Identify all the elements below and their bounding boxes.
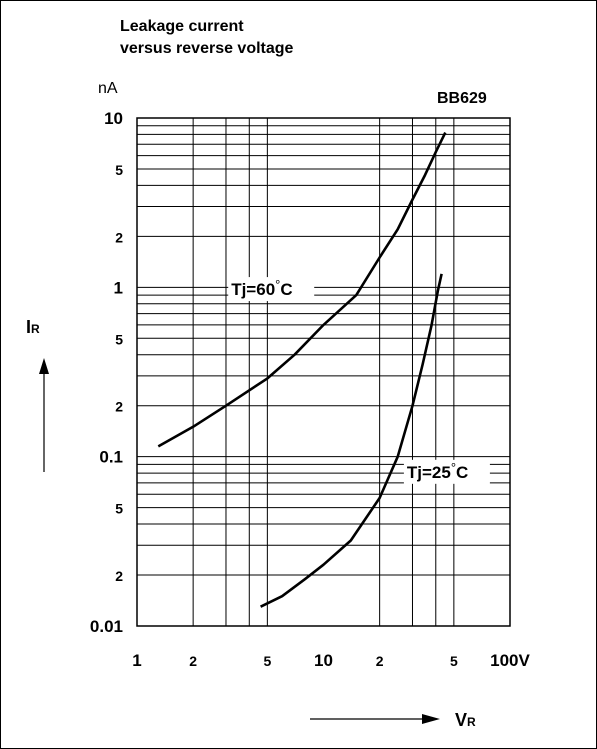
y-tick-label: 0.01	[90, 617, 123, 636]
x-axis-arrowhead	[422, 714, 440, 724]
annotation-bg	[228, 277, 315, 302]
series-line-tj60	[157, 132, 447, 448]
y-tick-label: 5	[115, 331, 123, 347]
y-tick-label: 2	[115, 399, 123, 415]
x-axis-label: VR	[455, 710, 476, 730]
x-tick-label: 5	[263, 653, 271, 669]
x-tick-label: 10	[314, 651, 333, 670]
annotation-bg	[403, 459, 490, 484]
y-tick-label: 10	[104, 109, 123, 128]
y-tick-label: 2	[115, 229, 123, 245]
y-tick-label: 5	[115, 501, 123, 517]
y-tick-label: 5	[115, 162, 123, 178]
series-label-tj25: Tj=25°C	[407, 460, 468, 482]
x-tick-label: 2	[376, 653, 384, 669]
chart-title: Leakage current versus reverse voltage	[120, 16, 293, 60]
series-line-tj25	[260, 273, 443, 608]
y-axis-arrowhead	[39, 358, 49, 374]
y-tick-label: 2	[115, 568, 123, 584]
x-tick-label: 2	[189, 653, 197, 669]
y-unit-label: nA	[98, 80, 118, 97]
chart-title-line-2: versus reverse voltage	[120, 40, 294, 57]
x-tick-label: 5	[450, 653, 458, 669]
x-tick-label: 1	[132, 651, 141, 670]
y-tick-label: 0.1	[99, 448, 123, 467]
x-tick-label: 100V	[490, 651, 530, 670]
series-label-tj60: Tj=60°C	[231, 277, 292, 299]
plot-border	[136, 117, 511, 627]
y-tick-label: 1	[114, 278, 123, 297]
chart-title-line-1: Leakage current	[120, 18, 244, 35]
device-label: BB629	[437, 90, 487, 107]
y-axis-label: IR	[26, 317, 40, 337]
